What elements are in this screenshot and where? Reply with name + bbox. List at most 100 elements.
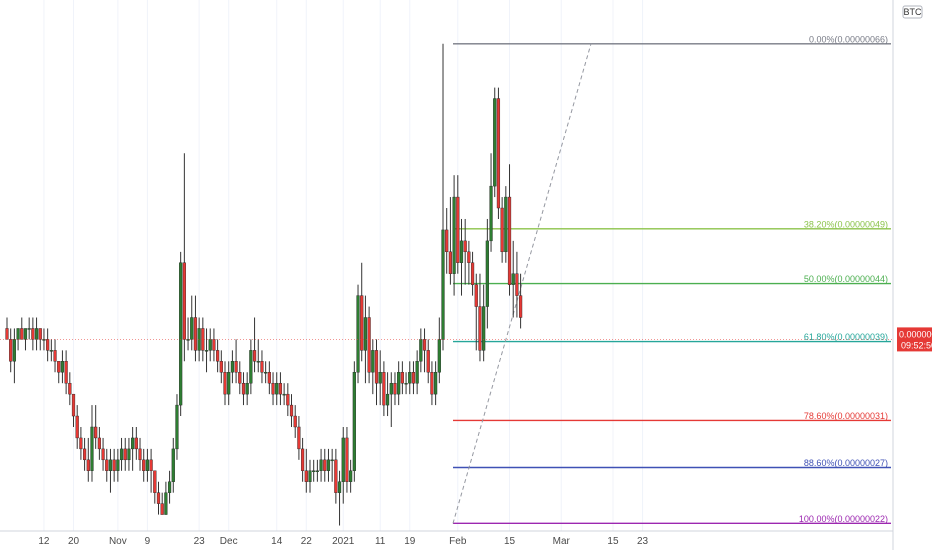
candle-body: [16, 328, 20, 340]
candle: [345, 426, 349, 493]
candle-body: [360, 295, 364, 351]
candle-body: [182, 262, 186, 340]
candle: [94, 405, 98, 449]
candle: [337, 470, 342, 526]
candle-body: [264, 372, 268, 374]
candle-body: [382, 372, 386, 406]
candle: [249, 339, 253, 395]
candle: [53, 339, 57, 373]
candle: [312, 459, 316, 482]
candle: [352, 361, 356, 482]
candle-body: [123, 448, 127, 461]
candle: [149, 448, 153, 493]
candle: [382, 361, 386, 417]
candle: [68, 372, 72, 406]
candle: [278, 372, 283, 406]
candle-body: [5, 328, 9, 340]
candle-body: [356, 295, 360, 373]
candle-body: [179, 262, 183, 406]
candle-body: [23, 328, 28, 340]
candle: [101, 437, 105, 471]
candle-body: [153, 470, 157, 493]
candle-body: [57, 361, 61, 373]
candle: [304, 448, 308, 493]
candle-body: [312, 470, 316, 472]
candle: [164, 481, 168, 515]
candle-body: [112, 459, 116, 471]
candle: [208, 328, 212, 362]
x-tick-label: 23: [637, 536, 649, 547]
candle-body: [60, 361, 65, 373]
candle: [452, 175, 456, 296]
candle: [397, 361, 401, 406]
fib-level-label: 100.00%(0.00000022): [799, 514, 888, 524]
fib-level-label: 61.80%(0.00000039): [804, 332, 888, 342]
x-tick-label: 14: [271, 536, 283, 547]
candle-body: [68, 382, 72, 395]
candle-body: [256, 361, 260, 363]
candle-countdown: 09:52:50: [901, 340, 932, 350]
candle: [12, 328, 16, 384]
candle-body: [275, 382, 279, 395]
candle: [5, 317, 9, 340]
candle-body: [27, 328, 31, 330]
candle-body: [363, 317, 368, 351]
candle-body: [349, 470, 353, 482]
candle-body: [101, 448, 105, 461]
candle-body: [75, 415, 79, 439]
candle: [212, 328, 216, 362]
fib-level-label: 38.20%(0.00000049): [804, 219, 888, 229]
candle-body: [116, 459, 120, 471]
candle: [349, 459, 353, 493]
candle-body: [260, 361, 264, 373]
candle: [9, 328, 13, 373]
candle-body: [238, 372, 242, 384]
x-tick-label: 15: [607, 536, 619, 547]
candle-body: [34, 328, 39, 340]
candle: [79, 426, 83, 460]
candle: [227, 361, 231, 406]
candle-body: [301, 448, 305, 471]
candle: [216, 339, 220, 373]
candle: [411, 361, 416, 395]
candle-body: [186, 339, 190, 341]
time-axis[interactable]: 12 20 Nov 9 23 Dec 14 22 2021 11 19 Feb 15 Mar 15 23: [38, 536, 648, 547]
candle: [445, 208, 449, 274]
candle-body: [315, 470, 319, 472]
candle-body: [86, 459, 90, 471]
candle-body: [20, 328, 24, 340]
candle: [27, 317, 31, 340]
candle-body: [138, 448, 142, 461]
candle: [437, 317, 441, 384]
candle-body: [515, 273, 519, 296]
candle-body: [9, 339, 13, 362]
candle-body: [38, 328, 42, 340]
candle: [334, 448, 338, 504]
x-tick-label: 23: [194, 536, 206, 547]
candle-body: [241, 382, 246, 395]
candle-body: [175, 404, 179, 450]
x-tick-label: 9: [145, 536, 151, 547]
candle: [156, 481, 161, 515]
candle: [153, 470, 157, 504]
candle-body: [79, 437, 83, 450]
candle-body: [385, 393, 390, 406]
candle-body: [134, 437, 138, 450]
candle-body: [511, 273, 515, 285]
unit-badge[interactable]: BTC: [902, 5, 923, 19]
candle: [75, 405, 79, 449]
x-tick-label: 20: [68, 536, 80, 547]
candle-body: [142, 459, 146, 471]
candle-body: [245, 382, 249, 395]
candle: [356, 284, 360, 384]
candle-body: [304, 470, 308, 482]
x-tick-label: 22: [301, 536, 313, 547]
candle: [474, 273, 478, 351]
candle-body: [426, 350, 430, 373]
candle-body: [463, 240, 467, 253]
candle: [112, 448, 116, 482]
candle: [500, 197, 504, 263]
candle-body: [119, 448, 124, 461]
fib-level-label: 0.00%(0.00000066): [809, 34, 888, 44]
candle-body: [223, 372, 227, 395]
